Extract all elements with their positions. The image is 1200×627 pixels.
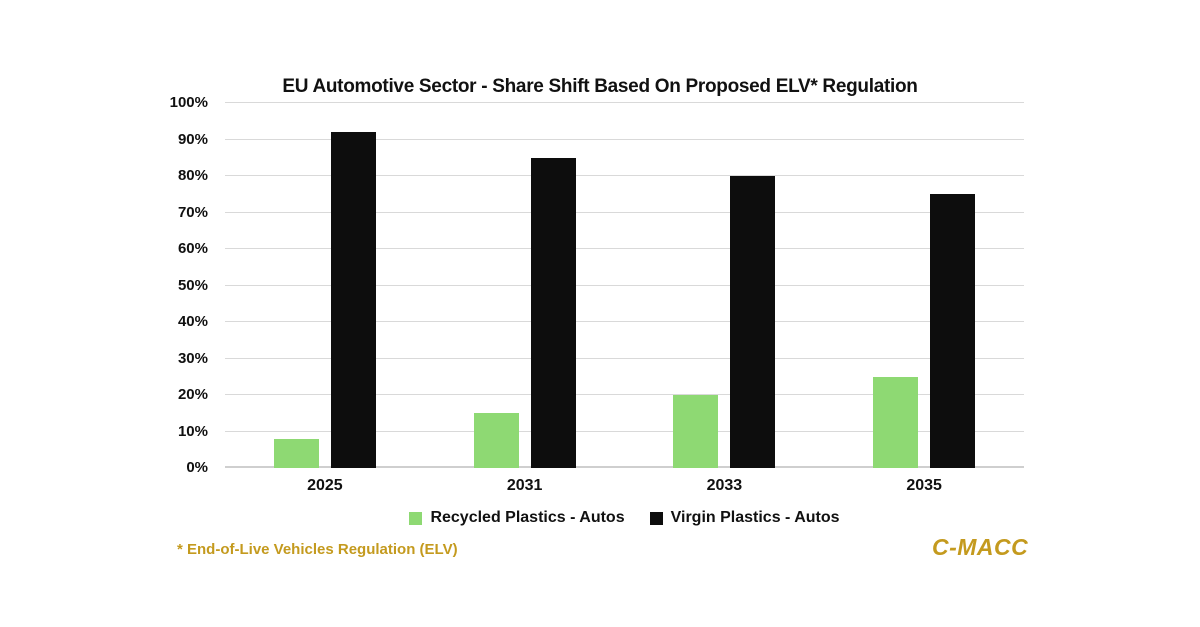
gridline [225,175,1024,176]
x-axis: 2025 2031 2033 2035 [225,477,1024,495]
y-tick-label: 100% [169,94,208,111]
footnote: * End-of-Live Vehicles Regulation (ELV) [177,541,458,558]
bar [530,157,576,468]
bar [273,438,319,468]
bar [873,376,919,468]
gridline [225,394,1024,395]
y-tick-label: 70% [177,203,208,221]
y-tick-label: 20% [177,386,208,403]
y-tick-label: 30% [177,349,208,367]
plot-area [225,102,1024,468]
bar [930,194,976,468]
legend: Recycled Plastics - Autos Virgin Plastics… [225,509,1024,527]
category-group [824,103,1024,468]
category-group [225,103,425,468]
y-tick-label: 40% [177,313,208,330]
gridline [225,138,1024,140]
gridline [225,248,1024,249]
category-group [625,103,825,468]
gridline [225,211,1024,213]
y-tick-label: 0% [186,459,208,476]
y-axis: 0% 10% 20% 30% 40% 50% 60% 70% 80% 90% 100% [0,94,208,476]
gridline [225,102,1024,103]
bar [730,176,776,468]
legend-label: Recycled Plastics - Autos [430,509,625,526]
gridline [225,321,1024,322]
chart-title: EU Automotive Sector - Share Shift Based… [282,76,918,97]
y-tick-label: 50% [177,276,208,294]
y-tick-label: 80% [177,167,208,184]
y-tick-label: 10% [177,422,208,440]
x-tick-label: 2035 [906,477,942,494]
legend-label: Virgin Plastics - Autos [670,509,840,526]
x-axis-line [225,466,1024,468]
x-tick-label: 2033 [706,477,743,494]
legend-swatch-icon [409,511,423,525]
category-group [425,103,625,468]
x-tick-label: 2031 [506,477,543,494]
y-tick-label: 90% [177,130,208,148]
gridline [225,284,1024,286]
cmacc-logo: C-MACC [932,534,1029,560]
legend-swatch-icon [649,511,663,525]
x-tick-label: 2025 [307,477,343,494]
legend-item: Recycled Plastics - Autos [409,509,625,527]
gridline [225,430,1024,432]
gridline [225,357,1024,359]
bar [473,413,519,468]
legend-item: Virgin Plastics - Autos [649,509,840,527]
y-tick-label: 60% [177,240,208,257]
bar [673,395,719,468]
bar [330,132,376,468]
